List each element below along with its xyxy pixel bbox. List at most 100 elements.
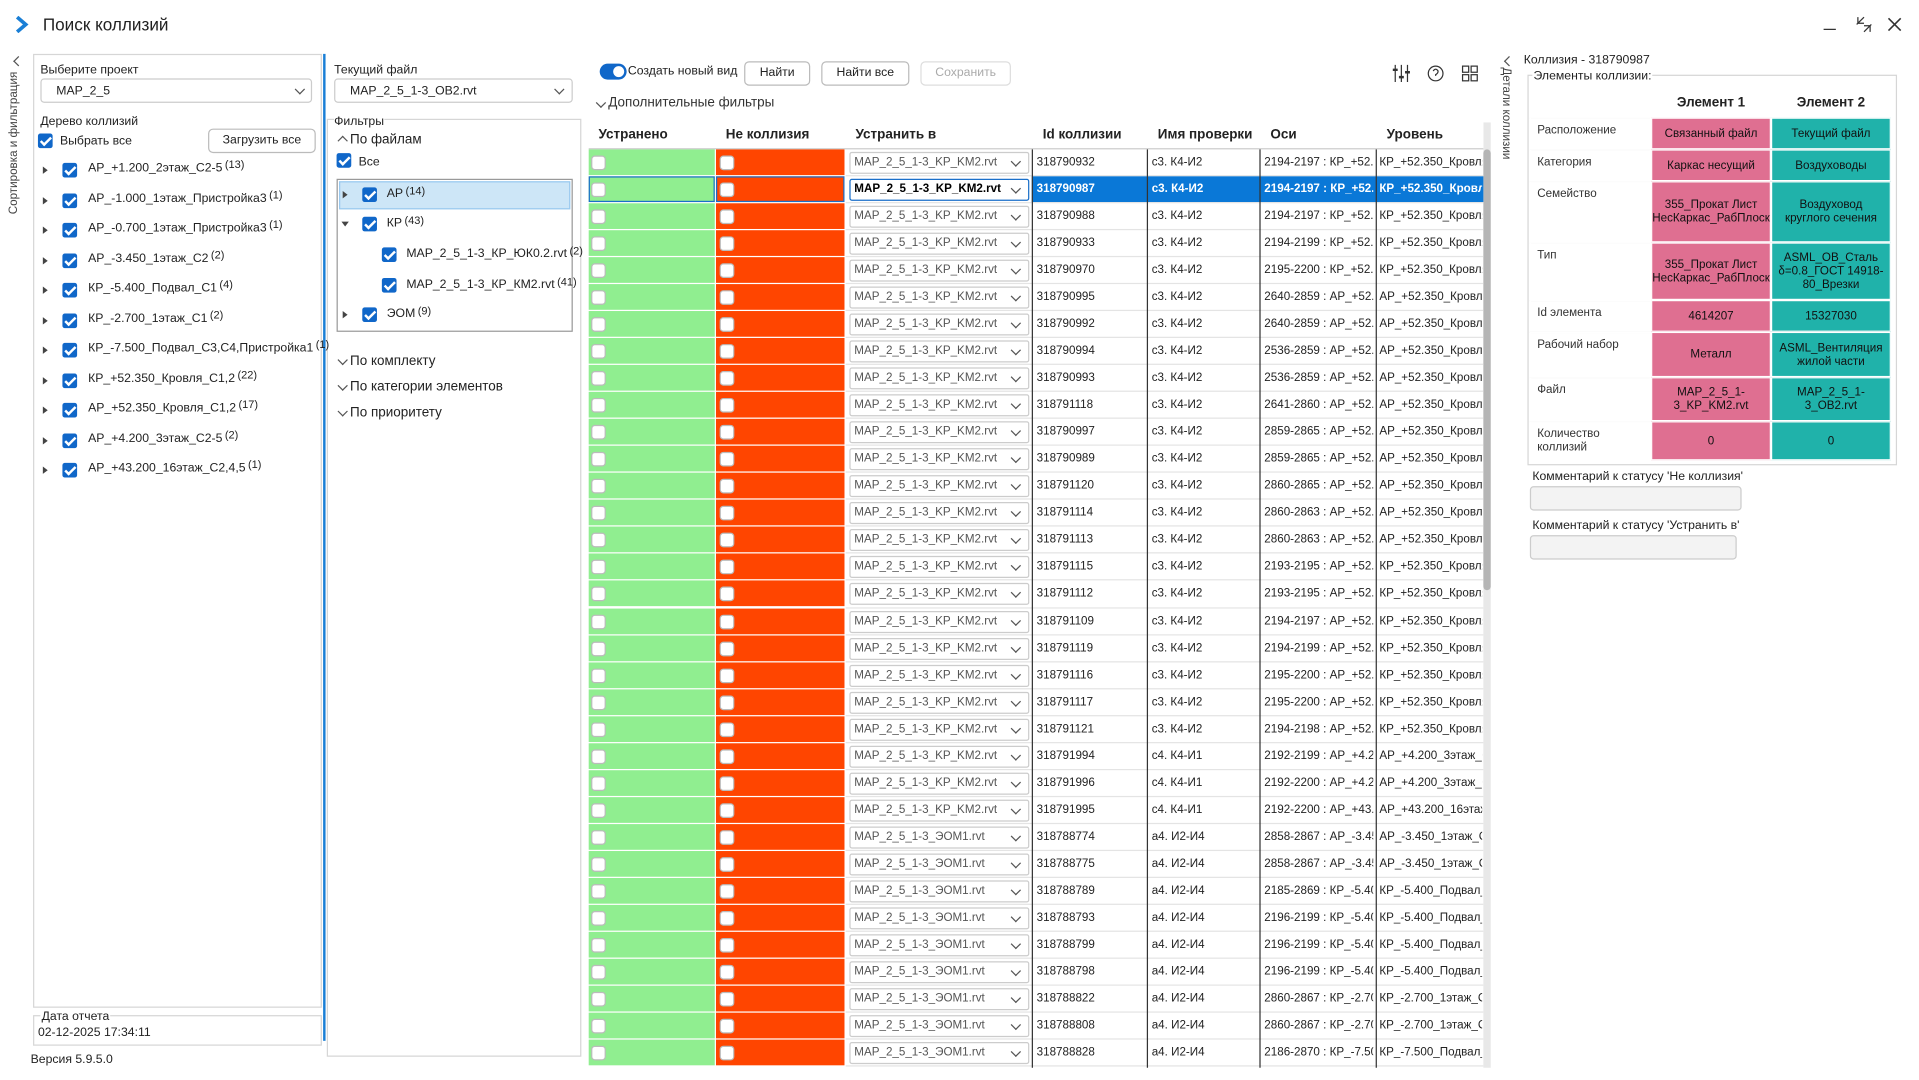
checkbox[interactable]: [719, 1018, 735, 1034]
selected-item[interactable]: [339, 181, 571, 210]
fix-in-select[interactable]: [849, 151, 1030, 174]
fix-in-select[interactable]: [849, 907, 1030, 930]
checkbox[interactable]: [362, 187, 377, 203]
fix-in-select[interactable]: [849, 367, 1030, 390]
checkbox[interactable]: [591, 506, 606, 521]
fix-in-select[interactable]: [849, 718, 1030, 741]
fix-in-select[interactable]: [849, 502, 1030, 525]
checkbox[interactable]: [591, 533, 606, 548]
fix-in-select[interactable]: [849, 394, 1030, 417]
checkbox[interactable]: [591, 910, 606, 926]
checkbox[interactable]: [591, 560, 606, 575]
fix-in-select[interactable]: [849, 178, 1030, 201]
checkbox[interactable]: [362, 307, 377, 323]
fix-in-select[interactable]: [849, 529, 1030, 552]
checkbox[interactable]: [591, 452, 606, 467]
checkbox[interactable]: [591, 182, 606, 198]
checkbox[interactable]: [719, 802, 735, 818]
expand-arrow[interactable]: [342, 191, 348, 199]
checkbox[interactable]: [719, 533, 735, 548]
checkbox[interactable]: [719, 964, 735, 980]
collapse-arrow[interactable]: [1503, 56, 1515, 67]
scrollbar-thumb[interactable]: [1483, 149, 1491, 591]
checkbox[interactable]: [719, 775, 735, 791]
checkbox[interactable]: [719, 425, 735, 440]
tree-item[interactable]: КР_-2.700_1этаж_С1 (2): [88, 308, 223, 325]
checkbox[interactable]: [719, 695, 735, 710]
checkbox[interactable]: [719, 937, 735, 953]
file-item[interactable]: MAP_2_5_1-3_КР_ЮК0.2.rvt (2): [406, 245, 583, 261]
checkbox[interactable]: [719, 641, 735, 656]
tree-item[interactable]: АР_-0.700_1этаж_Пристройка3 (1): [88, 218, 282, 235]
group-header[interactable]: По комплекту: [350, 353, 436, 369]
checkbox[interactable]: [719, 856, 735, 872]
checkbox[interactable]: [719, 748, 735, 764]
checkbox[interactable]: [591, 425, 606, 440]
comment-input[interactable]: [1529, 486, 1742, 511]
checkbox[interactable]: [591, 371, 606, 387]
checkbox[interactable]: [591, 155, 606, 171]
checkbox[interactable]: [62, 162, 78, 178]
checkbox[interactable]: [62, 252, 78, 268]
fix-in-select[interactable]: [849, 583, 1030, 606]
checkbox[interactable]: [62, 342, 78, 358]
expand-arrow[interactable]: [341, 221, 349, 227]
window-controls[interactable]: [1821, 15, 1907, 35]
collapse-arrow[interactable]: [13, 56, 24, 67]
expand-arrow[interactable]: [42, 436, 48, 444]
expand-arrow[interactable]: [42, 166, 48, 174]
checkbox[interactable]: [719, 209, 735, 225]
checkbox[interactable]: [719, 155, 735, 171]
fix-in-select[interactable]: [849, 475, 1030, 498]
chevron[interactable]: [595, 97, 607, 109]
fix-in-select[interactable]: [849, 934, 1030, 957]
checkbox[interactable]: [591, 721, 606, 737]
fix-in-select[interactable]: [849, 421, 1030, 444]
right-side-tab[interactable]: Детали коллизии: [1499, 67, 1513, 160]
checkbox[interactable]: [591, 668, 606, 683]
checkbox[interactable]: [62, 222, 78, 238]
checkbox[interactable]: [719, 263, 735, 279]
column-header[interactable]: Id коллизии: [1042, 127, 1122, 143]
checkbox[interactable]: [591, 937, 606, 953]
checkbox[interactable]: [719, 479, 735, 494]
tree-item[interactable]: АР_+1.200_2этаж_С2-5 (13): [88, 158, 244, 175]
checkbox[interactable]: [591, 398, 606, 413]
checkbox[interactable]: [719, 910, 735, 926]
checkbox[interactable]: [381, 277, 397, 293]
fix-in-select[interactable]: [849, 799, 1030, 822]
checkbox[interactable]: [719, 290, 735, 306]
checkbox[interactable]: [591, 614, 606, 629]
checkbox[interactable]: [719, 587, 735, 602]
checkbox[interactable]: [591, 236, 606, 252]
fix-in-select[interactable]: [849, 448, 1030, 471]
fix-in-select[interactable]: [849, 853, 1030, 876]
fix-in-select[interactable]: [849, 1015, 1030, 1038]
checkbox[interactable]: [719, 398, 735, 413]
checkbox[interactable]: [336, 153, 352, 168]
fix-in-select[interactable]: [849, 610, 1030, 633]
checkbox[interactable]: [37, 133, 53, 149]
checkbox[interactable]: [591, 748, 606, 764]
expand-arrow[interactable]: [42, 256, 48, 264]
checkbox[interactable]: [591, 344, 606, 360]
save-button[interactable]: Сохранить: [920, 61, 1011, 86]
expand-arrow[interactable]: [42, 466, 48, 474]
checkbox[interactable]: [62, 282, 78, 298]
checkbox[interactable]: [591, 317, 606, 333]
file-item[interactable]: КР (43): [387, 214, 424, 230]
fix-in-select[interactable]: [849, 880, 1030, 903]
selected-row[interactable]: [1031, 176, 1484, 203]
checkbox[interactable]: [62, 432, 78, 448]
tree-item[interactable]: КР_+52.350_Кровля_С1,2 (22): [88, 368, 257, 385]
expand-arrow[interactable]: [42, 226, 48, 234]
checkbox[interactable]: [719, 991, 735, 1007]
checkbox[interactable]: [591, 964, 606, 980]
fix-in-select[interactable]: [849, 313, 1030, 336]
group-header[interactable]: По приоритету: [350, 405, 442, 421]
file-item[interactable]: MAP_2_5_1-3_КР_КМ2.rvt (41): [406, 276, 576, 292]
checkbox[interactable]: [719, 721, 735, 737]
tree-item[interactable]: АР_-1.000_1этаж_Пристройка3 (1): [88, 188, 282, 205]
checkbox[interactable]: [591, 209, 606, 225]
expand-arrow[interactable]: [42, 286, 48, 294]
